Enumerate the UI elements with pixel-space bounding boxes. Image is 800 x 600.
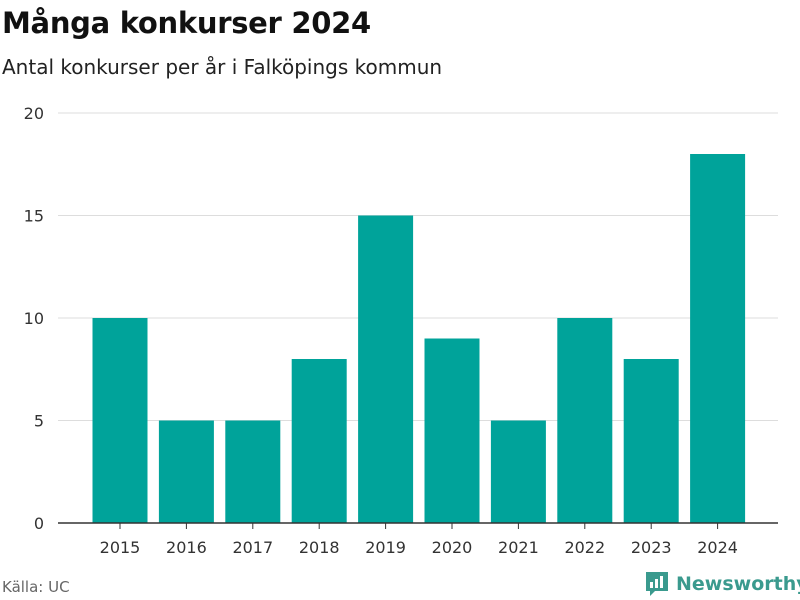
x-tick-label: 2020 <box>432 538 473 557</box>
bar-chart: 0 5 10 15 20 2015 2016 2017 2018 2019 2020 2021 2022… <box>24 104 778 557</box>
y-tick-label: 15 <box>24 207 44 226</box>
x-tick-label: 2023 <box>631 538 672 557</box>
y-tick-label: 10 <box>24 309 44 328</box>
bar-2018 <box>291 359 347 523</box>
chart-subtitle: Antal konkurser per år i Falköpings komm… <box>2 55 443 79</box>
x-tick-label: 2016 <box>166 538 207 557</box>
x-tick-label: 2019 <box>365 538 406 557</box>
x-tick-label: 2021 <box>498 538 539 557</box>
bar-2021 <box>490 420 546 523</box>
y-tick-label: 0 <box>34 514 44 533</box>
x-tick-label: 2018 <box>299 538 340 557</box>
x-tick-label: 2017 <box>232 538 273 557</box>
bar-2015 <box>92 318 148 523</box>
bar-2023 <box>623 359 679 523</box>
x-tick-label: 2022 <box>564 538 605 557</box>
chart-title: Många konkurser 2024 <box>2 6 371 40</box>
y-tick-label: 5 <box>34 412 44 431</box>
brand-logo[interactable]: Newsworthy <box>644 570 800 598</box>
bar-2024 <box>690 154 746 523</box>
bar-2019 <box>358 215 414 523</box>
bar-2022 <box>557 318 613 523</box>
x-tick-label: 2024 <box>697 538 738 557</box>
brand-name: Newsworthy <box>676 573 800 595</box>
bar-2016 <box>158 420 214 523</box>
y-tick-label: 20 <box>24 104 44 123</box>
x-tick-label: 2015 <box>100 538 141 557</box>
newsworthy-logo-icon <box>646 572 668 596</box>
source-note: Källa: UC <box>2 578 70 596</box>
bar-2017 <box>225 420 281 523</box>
bar-2020 <box>424 338 480 523</box>
